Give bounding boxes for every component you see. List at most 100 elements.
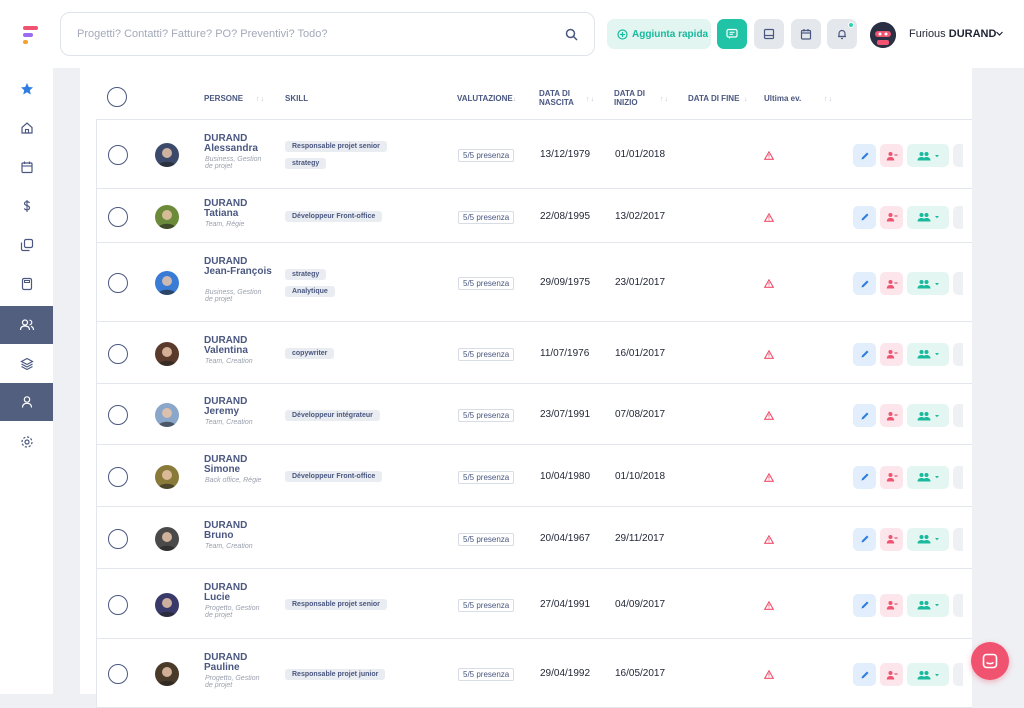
more-actions-button[interactable] (953, 593, 963, 617)
row-checkbox[interactable] (108, 145, 128, 165)
messages-button[interactable] (717, 19, 747, 49)
sidebar-item-calendar[interactable] (0, 148, 53, 186)
remove-person-button[interactable] (880, 527, 903, 551)
row-checkbox[interactable] (108, 664, 128, 684)
row-checkbox[interactable] (108, 273, 128, 293)
sidebar-item-home[interactable] (0, 109, 53, 147)
more-actions-button[interactable] (953, 527, 963, 551)
avatar[interactable] (155, 526, 179, 551)
avatar[interactable] (155, 271, 179, 295)
sidebar-item-profile[interactable] (0, 383, 53, 421)
avatar[interactable] (155, 143, 179, 167)
table-row[interactable]: DURAND Pauline Progetto, Gestion de proje… (96, 638, 972, 708)
edit-button[interactable] (853, 663, 876, 686)
edit-button[interactable] (853, 404, 876, 427)
avatar[interactable] (155, 403, 179, 427)
group-menu-button[interactable] (907, 663, 949, 686)
calendar-button[interactable] (791, 19, 821, 49)
table-row[interactable]: DURAND Tatiana Team, Régie Développeur Fr… (96, 188, 972, 243)
remove-person-button[interactable] (880, 272, 903, 295)
row-checkbox[interactable] (108, 405, 128, 425)
person-name[interactable]: DURAND Tatiana (204, 197, 248, 219)
person-name[interactable]: DURAND Bruno (204, 519, 248, 541)
group-menu-button[interactable] (907, 593, 949, 617)
group-menu-button[interactable] (907, 342, 949, 366)
select-all-checkbox[interactable] (107, 87, 127, 107)
person-name[interactable]: DURAND Pauline (204, 651, 248, 673)
group-menu-button[interactable] (907, 144, 949, 167)
row-checkbox[interactable] (108, 594, 128, 615)
remove-person-button[interactable] (880, 593, 903, 617)
sort-arrows-icon[interactable]: ↑↓ (256, 96, 265, 103)
notifications-button[interactable] (827, 19, 857, 49)
column-persone[interactable]: PERSONE (204, 94, 244, 103)
more-actions-button[interactable] (953, 205, 963, 229)
sort-arrows-icon[interactable]: ↓ (513, 96, 518, 103)
person-name[interactable]: DURAND Alessandra (204, 132, 258, 154)
more-actions-button[interactable] (953, 144, 963, 167)
more-actions-button[interactable] (953, 342, 963, 366)
app-logo-icon[interactable] (20, 24, 42, 46)
person-name[interactable]: DURAND Jean-François (204, 255, 272, 277)
group-menu-button[interactable] (907, 205, 949, 229)
edit-button[interactable] (853, 465, 876, 489)
avatar[interactable] (155, 204, 179, 229)
chevron-down-icon[interactable] (995, 29, 1004, 38)
remove-person-button[interactable] (880, 663, 903, 686)
sidebar-item-layers[interactable] (0, 345, 53, 383)
person-name[interactable]: DURAND Jeremy (204, 396, 248, 417)
sort-arrows-icon[interactable]: ↑↓ (660, 96, 669, 103)
row-checkbox[interactable] (108, 466, 128, 487)
table-row[interactable]: DURAND Jean-François Business, Gestion de… (96, 242, 972, 322)
table-row[interactable]: DURAND Simone Back office, Régie Développ… (96, 444, 972, 507)
row-checkbox[interactable] (108, 343, 128, 364)
person-name[interactable]: DURAND Simone (204, 454, 248, 475)
search-icon[interactable] (565, 28, 578, 41)
sidebar-item-finance[interactable] (0, 187, 53, 225)
user-name[interactable]: Furious DURAND (909, 28, 997, 40)
edit-button[interactable] (853, 144, 876, 167)
table-row[interactable]: DURAND Lucie Progetto, Gestion de projet … (96, 568, 972, 639)
edit-button[interactable] (853, 527, 876, 551)
more-actions-button[interactable] (953, 272, 963, 295)
table-row[interactable]: DURAND Alessandra Business, Gestion de pr… (96, 119, 972, 189)
edit-button[interactable] (853, 272, 876, 295)
column-skill[interactable]: SKILL (285, 94, 309, 103)
group-menu-button[interactable] (907, 465, 949, 489)
quick-add-button[interactable]: Aggiunta rapida (607, 19, 711, 49)
chat-support-button[interactable] (971, 642, 1009, 680)
global-search[interactable]: Progetti? Contatti? Fatture? PO? Prevent… (60, 12, 595, 56)
more-actions-button[interactable] (953, 404, 963, 427)
table-row[interactable]: DURAND Bruno Team, Creation 5/5 presenza … (96, 506, 972, 569)
sidebar-item-favorites[interactable] (0, 70, 53, 108)
column-data-fine[interactable]: DATA DI FINE (688, 94, 740, 103)
group-menu-button[interactable] (907, 272, 949, 295)
avatar[interactable] (155, 662, 179, 686)
column-data-nascita[interactable]: DATA DI NASCITA (539, 89, 574, 107)
sort-arrows-icon[interactable]: ↑↓ (824, 96, 833, 103)
search-input[interactable]: Progetti? Contatti? Fatture? PO? Prevent… (77, 28, 328, 40)
sidebar-item-documents[interactable] (0, 226, 53, 264)
more-actions-button[interactable] (953, 465, 963, 489)
column-valutazione[interactable]: VALUTAZIONE (457, 94, 513, 103)
row-checkbox[interactable] (108, 528, 128, 549)
sidebar-item-calculator[interactable] (0, 265, 53, 303)
edit-button[interactable] (853, 342, 876, 366)
user-avatar[interactable] (870, 22, 896, 48)
group-menu-button[interactable] (907, 527, 949, 551)
avatar[interactable] (155, 592, 179, 617)
sort-arrows-icon[interactable]: ↓ (744, 96, 749, 103)
avatar[interactable] (155, 341, 179, 366)
sidebar-item-settings[interactable] (0, 423, 53, 461)
avatar[interactable] (155, 464, 179, 489)
table-row[interactable]: DURAND Jeremy Team, Creation Développeur … (96, 383, 972, 445)
remove-person-button[interactable] (880, 465, 903, 489)
group-menu-button[interactable] (907, 404, 949, 427)
table-row[interactable]: DURAND Valentina Team, Creation copywrite… (96, 321, 972, 384)
sidebar-item-people[interactable] (0, 306, 53, 344)
column-data-inizio[interactable]: DATA DI INIZIO (614, 89, 645, 107)
edit-button[interactable] (853, 593, 876, 617)
person-name[interactable]: DURAND Lucie (204, 582, 248, 603)
more-actions-button[interactable] (953, 663, 963, 686)
sort-arrows-icon[interactable]: ↑↓ (586, 96, 595, 103)
